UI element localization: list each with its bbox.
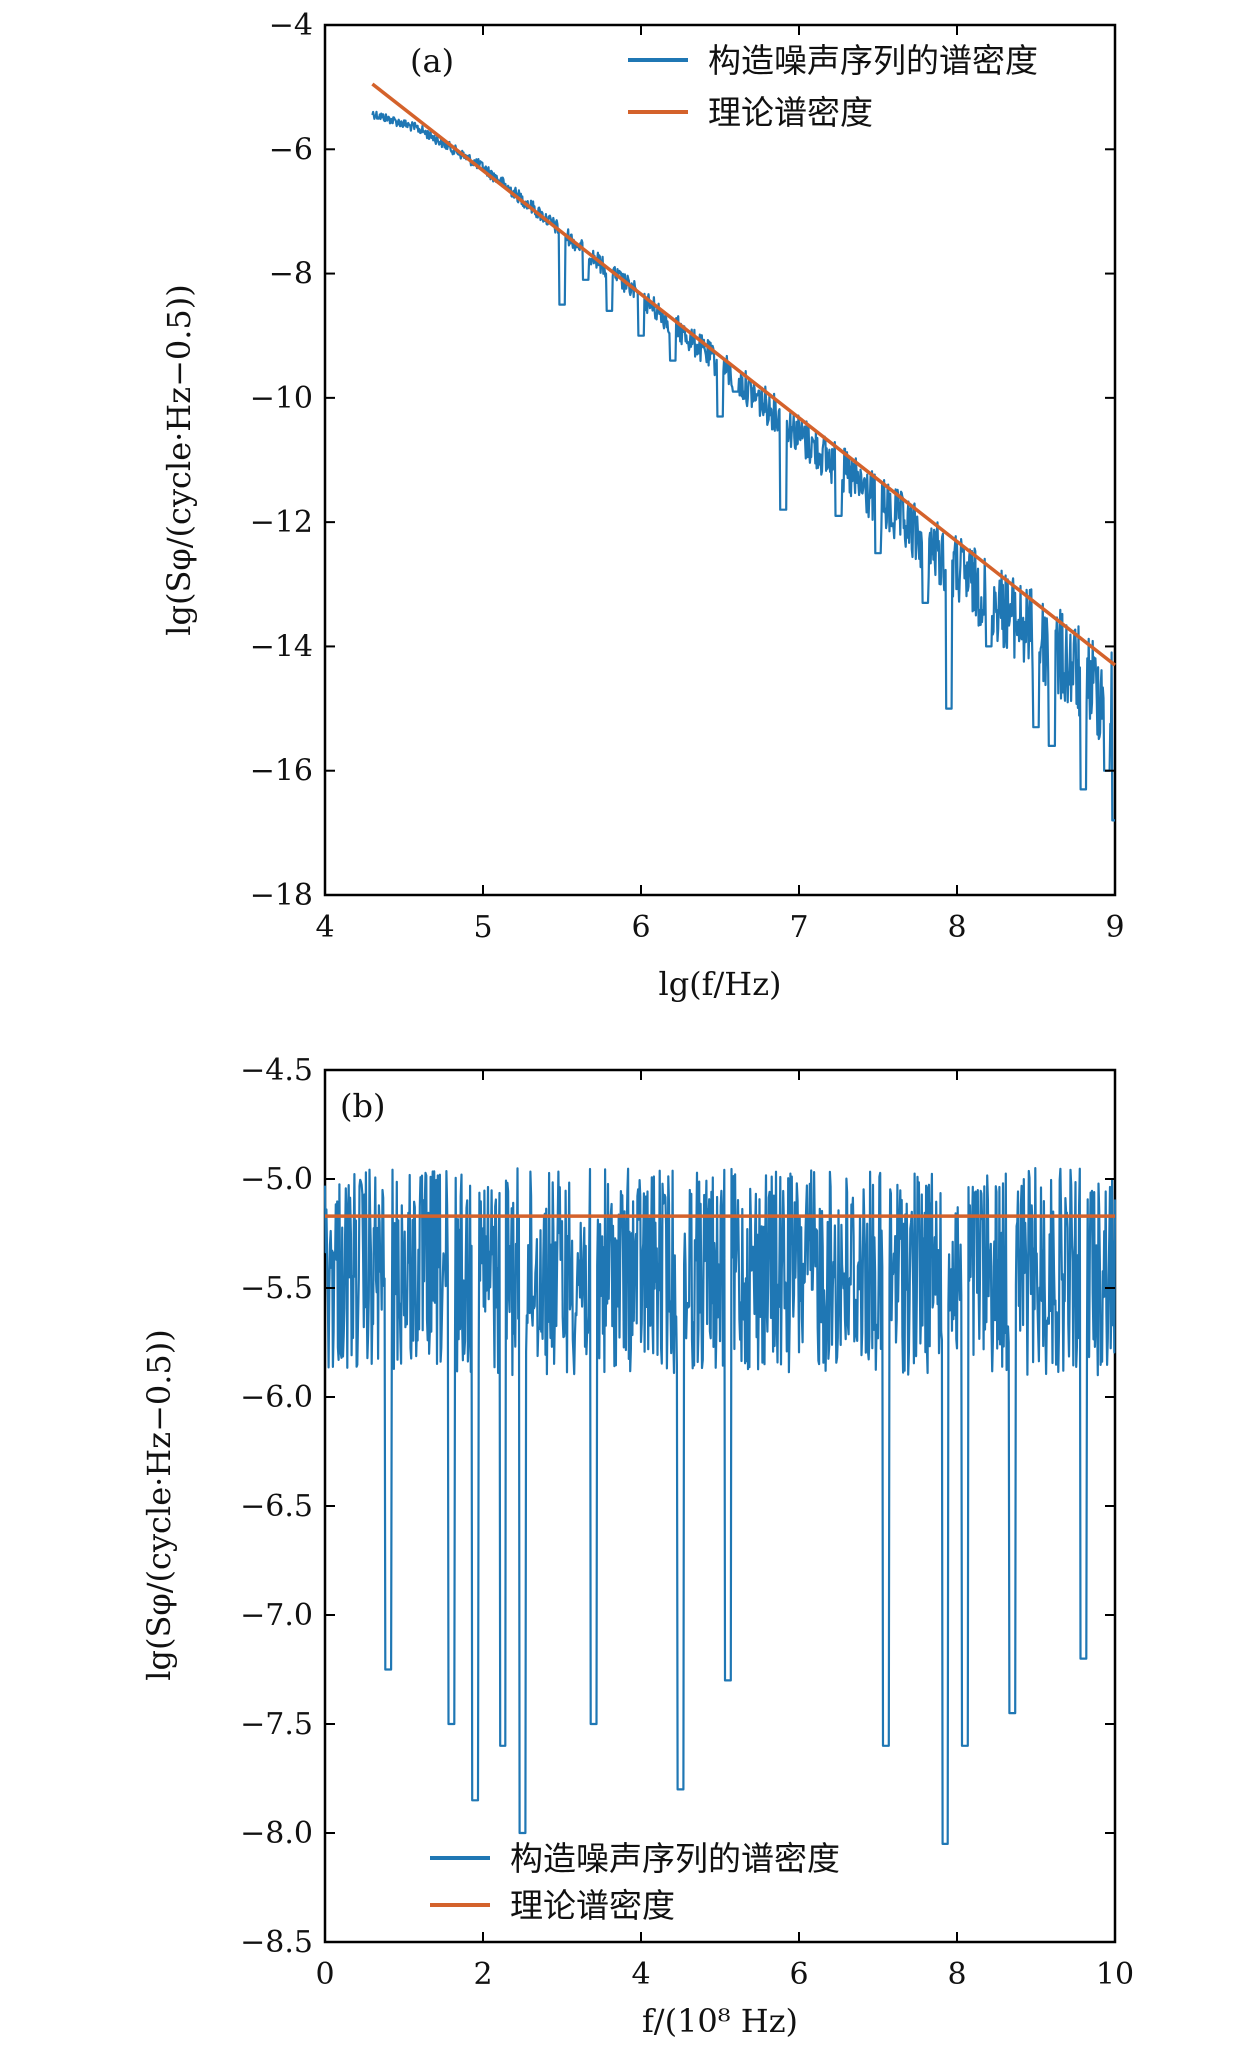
legend: 构造噪声序列的谱密度 理论谱密度 — [628, 41, 1038, 132]
y-tick-label: −6 — [269, 132, 313, 167]
x-tick-label: 6 — [789, 1957, 808, 1992]
y-tick-label: −8.0 — [240, 1816, 313, 1851]
x-tick-label: 6 — [631, 910, 650, 945]
noise-series-line — [323, 1166, 1117, 1846]
x-tick-label: 9 — [1105, 910, 1124, 945]
data-layer — [323, 1166, 1117, 1846]
panel-label: (a) — [410, 42, 454, 80]
y-tick-label: −6.0 — [240, 1380, 313, 1415]
x-axis-label: f/(10⁸ Hz) — [642, 2002, 798, 2040]
y-axis-label: lg(Sφ/(cycle·Hz−0.5)) — [140, 1329, 178, 1681]
legend-label: 构造噪声序列的谱密度 — [708, 41, 1038, 80]
y-tick-label: −5.5 — [240, 1271, 313, 1306]
x-tick-label: 10 — [1096, 1957, 1134, 1992]
y-tick-label: −5.0 — [240, 1162, 313, 1197]
y-tick-label: −10 — [250, 381, 313, 416]
y-tick-label: −8 — [269, 257, 313, 292]
x-tick-label: 7 — [789, 910, 808, 945]
panel-label: (b) — [340, 1087, 385, 1125]
y-tick-label: −14 — [250, 629, 313, 664]
x-tick-label: 5 — [473, 910, 492, 945]
y-tick-label: −4 — [269, 8, 313, 43]
y-tick-label: −8.5 — [240, 1925, 313, 1960]
x-tick-label: 4 — [315, 910, 334, 945]
panel-a: 4 5 6 7 8 9 −4 −6 −8 −10 −12 −14 −16 −18 (a) 构造噪声序列的谱… — [160, 8, 1125, 1003]
legend-label: 理论谱密度 — [510, 1886, 675, 1925]
legend-label: 构造噪声序列的谱密度 — [510, 1839, 840, 1878]
y-tick-label: −6.5 — [240, 1489, 313, 1524]
y-tick-label: −16 — [250, 754, 313, 789]
x-tick-label: 8 — [947, 1957, 966, 1992]
legend-label: 理论谱密度 — [708, 93, 873, 132]
x-tick-label: 2 — [473, 1957, 492, 1992]
axis-ticks: 0 2 4 6 8 10 −4.5 −5.0 −5.5 −6.0 −6.5 −7.0 −7.5 −8.0 −… — [240, 1053, 1134, 1992]
y-tick-label: −7.5 — [240, 1707, 313, 1742]
y-tick-label: −7.0 — [240, 1598, 313, 1633]
y-axis-label: lg(Sφ/(cycle·Hz−0.5)) — [160, 284, 198, 636]
y-tick-label: −4.5 — [240, 1053, 313, 1088]
legend: 构造噪声序列的谱密度 理论谱密度 — [430, 1839, 840, 1925]
y-tick-label: −18 — [250, 878, 313, 913]
y-tick-label: −12 — [250, 505, 313, 540]
axis-ticks: 4 5 6 7 8 9 −4 −6 −8 −10 −12 −14 −16 −18 — [250, 8, 1125, 945]
panel-b: 0 2 4 6 8 10 −4.5 −5.0 −5.5 −6.0 −6.5 −7.0 −7.5 −8.0 −… — [140, 1053, 1134, 2040]
x-tick-label: 4 — [631, 1957, 650, 1992]
data-layer — [371, 82, 1117, 822]
x-tick-label: 0 — [315, 1957, 334, 1992]
x-tick-label: 8 — [947, 910, 966, 945]
theory-series-line — [371, 82, 1117, 667]
plot-frame — [323, 23, 1117, 897]
x-axis-label: lg(f/Hz) — [658, 965, 781, 1003]
